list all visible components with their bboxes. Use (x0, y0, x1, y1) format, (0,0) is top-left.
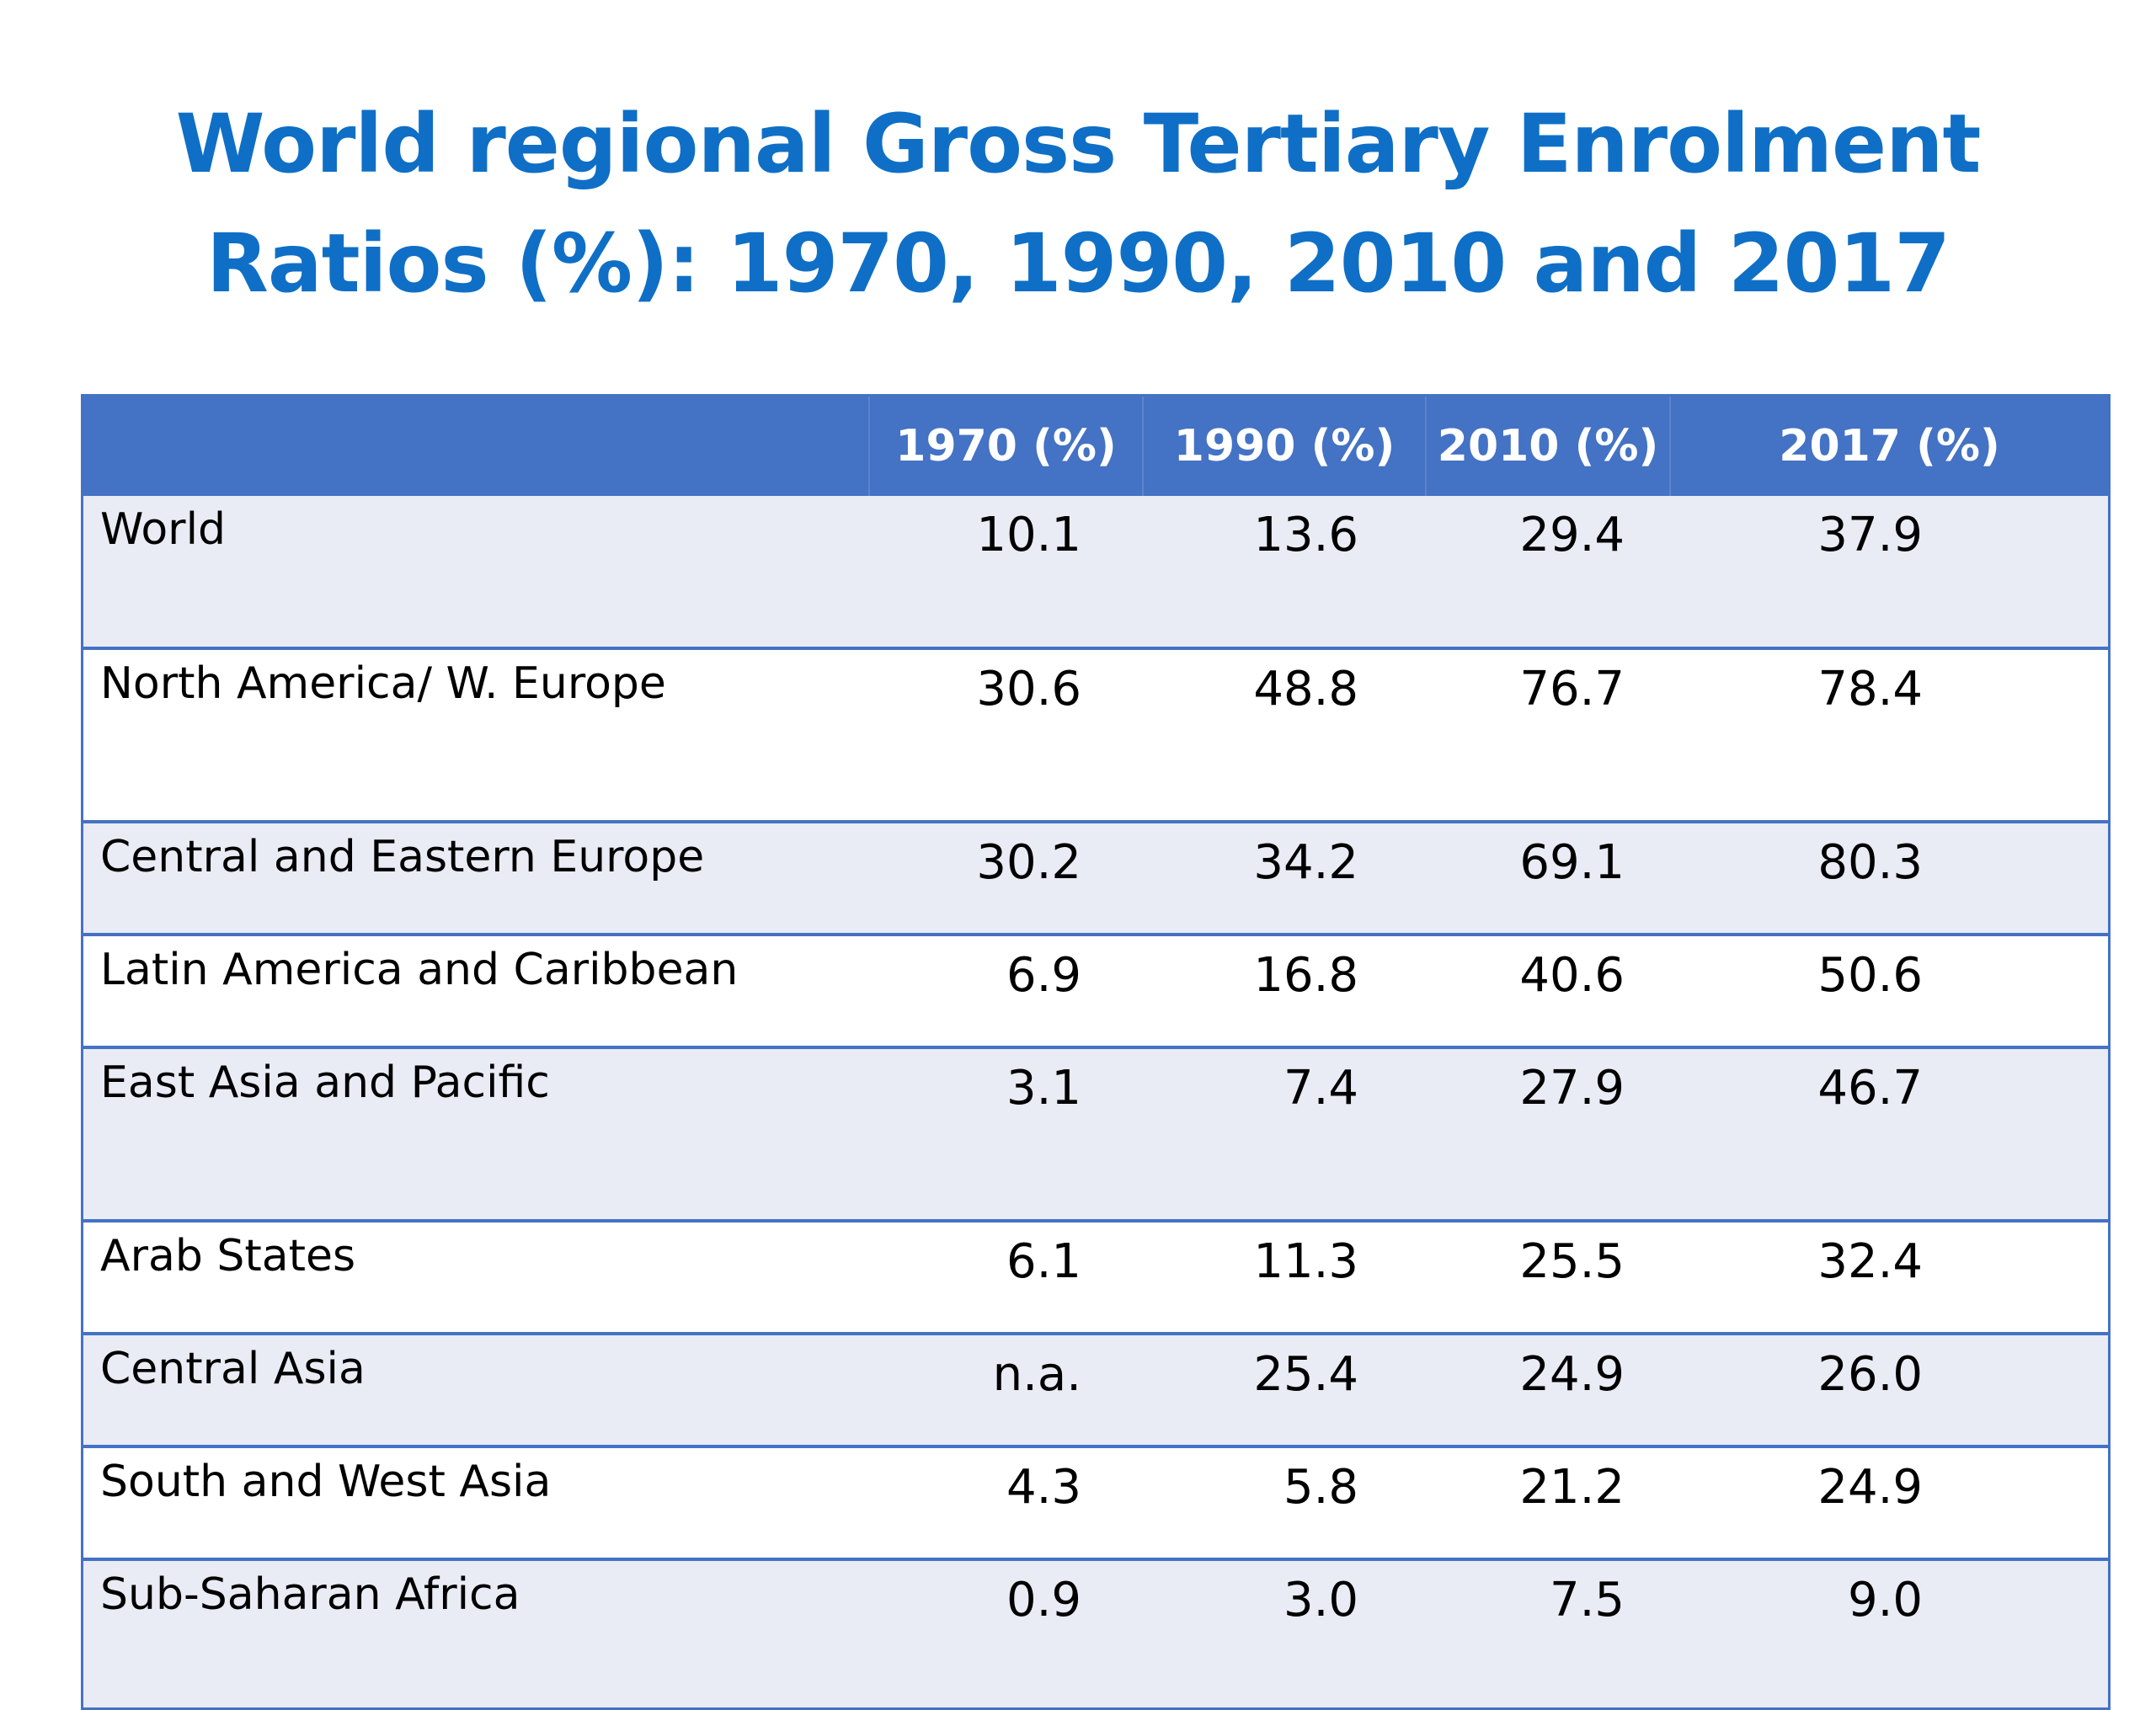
region-cell: South and West Asia (83, 1445, 869, 1559)
value-1990: 16.8 (1143, 933, 1426, 1047)
value-1990: 7.4 (1143, 1046, 1426, 1221)
value-1970: 10.1 (869, 496, 1143, 648)
value-2017: 37.9 (1670, 496, 2108, 648)
region-cell: Arab States (83, 1219, 869, 1334)
value-2017: 9.0 (1670, 1558, 2108, 1707)
value-2010: 27.9 (1426, 1046, 1670, 1221)
value-2017: 26.0 (1670, 1332, 2108, 1446)
value-1990: 5.8 (1143, 1445, 1426, 1559)
header-1970: 1970 (%) (868, 397, 1143, 496)
region-cell: World (83, 496, 869, 648)
header-region (83, 397, 869, 496)
enrolment-table: 1970 (%) 1990 (%) 2010 (%) 2017 (%) Worl… (81, 394, 2111, 1710)
value-2017: 24.9 (1670, 1445, 2108, 1559)
value-1970: 0.9 (869, 1558, 1143, 1707)
table-body: World 10.1 13.6 29.4 37.9 North America/… (83, 496, 2108, 1707)
value-1970: 30.2 (869, 820, 1143, 935)
value-2017: 78.4 (1670, 647, 2108, 822)
table-row: World 10.1 13.6 29.4 37.9 (83, 496, 2108, 648)
header-2010: 2010 (%) (1425, 397, 1670, 496)
value-1970: 3.1 (869, 1046, 1143, 1221)
value-1990: 48.8 (1143, 647, 1426, 822)
value-1990: 3.0 (1143, 1558, 1426, 1707)
table-row: North America/ W. Europe 30.6 48.8 76.7 … (83, 647, 2108, 822)
value-2017: 50.6 (1670, 933, 2108, 1047)
region-cell: Latin America and Caribbean (83, 933, 869, 1047)
value-2017: 46.7 (1670, 1046, 2108, 1221)
table-row: East Asia and Pacific 3.1 7.4 27.9 46.7 (83, 1046, 2108, 1221)
title-line-2: Ratios (%): 1970, 1990, 2010 and 2017 (206, 216, 1951, 311)
table-row: Arab States 6.1 11.3 25.5 32.4 (83, 1219, 2108, 1334)
table-row: Central Asia n.a. 25.4 24.9 26.0 (83, 1332, 2108, 1446)
value-1970: 30.6 (869, 647, 1143, 822)
table-row: Central and Eastern Europe 30.2 34.2 69.… (83, 820, 2108, 935)
value-1970: n.a. (869, 1332, 1143, 1446)
value-2010: 69.1 (1426, 820, 1670, 935)
value-1990: 11.3 (1143, 1219, 1426, 1334)
value-2010: 7.5 (1426, 1558, 1670, 1707)
region-cell: Sub-Saharan Africa (83, 1558, 869, 1707)
value-2010: 29.4 (1426, 496, 1670, 648)
title-line-1: World regional Gross Tertiary Enrolment (175, 97, 1982, 191)
table-row: Sub-Saharan Africa 0.9 3.0 7.5 9.0 (83, 1558, 2108, 1707)
table-header: 1970 (%) 1990 (%) 2010 (%) 2017 (%) (83, 397, 2108, 496)
value-2010: 25.5 (1426, 1219, 1670, 1334)
value-2017: 80.3 (1670, 820, 2108, 935)
header-row: 1970 (%) 1990 (%) 2010 (%) 2017 (%) (83, 397, 2108, 496)
region-cell: Central and Eastern Europe (83, 820, 869, 935)
table-row: Latin America and Caribbean 6.9 16.8 40.… (83, 933, 2108, 1047)
value-2010: 76.7 (1426, 647, 1670, 822)
region-cell: Central Asia (83, 1332, 869, 1446)
value-2010: 24.9 (1426, 1332, 1670, 1446)
region-cell: East Asia and Pacific (83, 1046, 869, 1221)
value-1970: 6.9 (869, 933, 1143, 1047)
value-2010: 40.6 (1426, 933, 1670, 1047)
slide-title: World regional Gross Tertiary Enrolment … (0, 84, 2156, 323)
value-1970: 4.3 (869, 1445, 1143, 1559)
value-1990: 13.6 (1143, 496, 1426, 648)
table-row: South and West Asia 4.3 5.8 21.2 24.9 (83, 1445, 2108, 1559)
value-2010: 21.2 (1426, 1445, 1670, 1559)
value-1990: 25.4 (1143, 1332, 1426, 1446)
value-1970: 6.1 (869, 1219, 1143, 1334)
header-2017: 2017 (%) (1669, 397, 2108, 496)
region-cell: North America/ W. Europe (83, 647, 869, 822)
header-1990: 1990 (%) (1142, 397, 1426, 496)
value-1990: 34.2 (1143, 820, 1426, 935)
value-2017: 32.4 (1670, 1219, 2108, 1334)
